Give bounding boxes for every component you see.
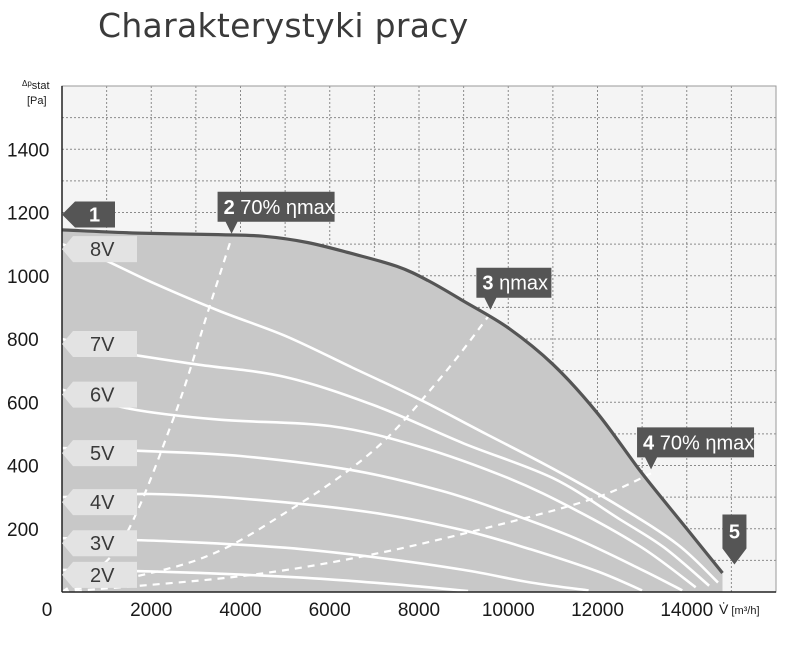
- y-tick-label: 1000: [7, 267, 49, 288]
- max-envelope-curve: [61, 228, 724, 575]
- x-tick-label: 8000: [398, 600, 440, 621]
- voltage-label: 3V: [90, 533, 115, 555]
- x-tick-label: 0: [42, 600, 53, 621]
- voltage-tag-7V: 7V: [62, 331, 137, 357]
- x-tick-label: 10000: [482, 600, 535, 621]
- voltage-tag-shape: [62, 489, 137, 516]
- x-tick-label: 12000: [571, 600, 624, 621]
- voltage-tag-4V: 4V: [62, 489, 137, 516]
- y-tick-label: 1400: [7, 140, 49, 161]
- x-axis-label: V̇ [m³/h]: [719, 601, 760, 617]
- x-tick-label: 2000: [130, 600, 172, 621]
- voltage-tag-8V: 8V: [62, 236, 137, 263]
- y-axis-label: Δpstat: [22, 79, 50, 92]
- curve-8V: [61, 242, 719, 584]
- marker-2: 2 70% ηmax: [217, 191, 335, 234]
- efficiency-line-1: [61, 237, 233, 593]
- voltage-label: 5V: [90, 443, 115, 465]
- marker-label: 3 ηmax: [482, 273, 548, 295]
- voltage-tag-5V: 5V: [62, 440, 137, 467]
- marker-shape: [217, 191, 335, 234]
- x-tick-label: 4000: [219, 600, 261, 621]
- curve-labels: 8V 7V 6V 5V 4V 3V 2V: [62, 236, 137, 588]
- voltage-tag-shape: [62, 331, 137, 357]
- plot-frame: [61, 85, 777, 593]
- axis-labels: Δpstat [Pa] V̇ [m³/h]: [22, 79, 760, 617]
- marker-5: 5: [722, 514, 747, 565]
- y-axis-unit: [Pa]: [27, 95, 47, 107]
- efficiency-lines: [61, 237, 652, 594]
- voltage-label: 8V: [90, 239, 115, 261]
- marker-number: 5: [729, 522, 740, 544]
- y-tick-label: 600: [7, 393, 39, 414]
- voltage-tag-2V: 2V: [62, 561, 137, 588]
- envelope-curve: [61, 228, 724, 575]
- marker-label: 4 70% ηmax: [643, 432, 754, 454]
- voltage-label: 4V: [90, 492, 115, 514]
- marker-shape: [722, 514, 747, 565]
- point-markers: 1 2 70% ηmax 3 ηmax 4 70% ηmax 5: [62, 191, 755, 565]
- marker-4: 4 70% ηmax: [637, 427, 755, 470]
- voltage-label: 6V: [90, 385, 115, 407]
- marker-shape: [62, 201, 115, 228]
- voltage-label: 2V: [90, 565, 115, 587]
- chart-title: Charakterystyki pracy: [98, 6, 469, 45]
- y-tick-label: 1200: [7, 204, 49, 225]
- voltage-tag-shape: [62, 530, 137, 557]
- curve-6V: [61, 388, 697, 589]
- voltage-tag-3V: 3V: [62, 530, 137, 557]
- curve-5V: [61, 446, 683, 592]
- y-tick-label: 400: [7, 457, 39, 478]
- x-tick-label: 14000: [660, 600, 713, 621]
- x-tick-label: 6000: [309, 600, 351, 621]
- efficiency-line-2: [61, 313, 492, 594]
- efficiency-line-3: [61, 472, 652, 594]
- y-tick-label: 800: [7, 330, 39, 351]
- marker-shape: [637, 427, 755, 470]
- voltage-tag-6V: 6V: [62, 381, 137, 408]
- marker-3: 3 ηmax: [476, 267, 552, 310]
- voltage-tag-shape: [62, 561, 137, 588]
- marker-number: 1: [89, 205, 100, 227]
- voltage-tag-shape: [62, 236, 137, 263]
- voltage-tag-shape: [62, 440, 137, 467]
- y-tick-label: 200: [7, 520, 39, 541]
- voltage-label: 7V: [90, 334, 115, 356]
- curve-4V: [61, 492, 643, 592]
- marker-1: 1: [62, 201, 115, 228]
- marker-shape: [476, 267, 552, 310]
- marker-label: 2 70% ηmax: [224, 197, 335, 219]
- voltage-tag-shape: [62, 381, 137, 408]
